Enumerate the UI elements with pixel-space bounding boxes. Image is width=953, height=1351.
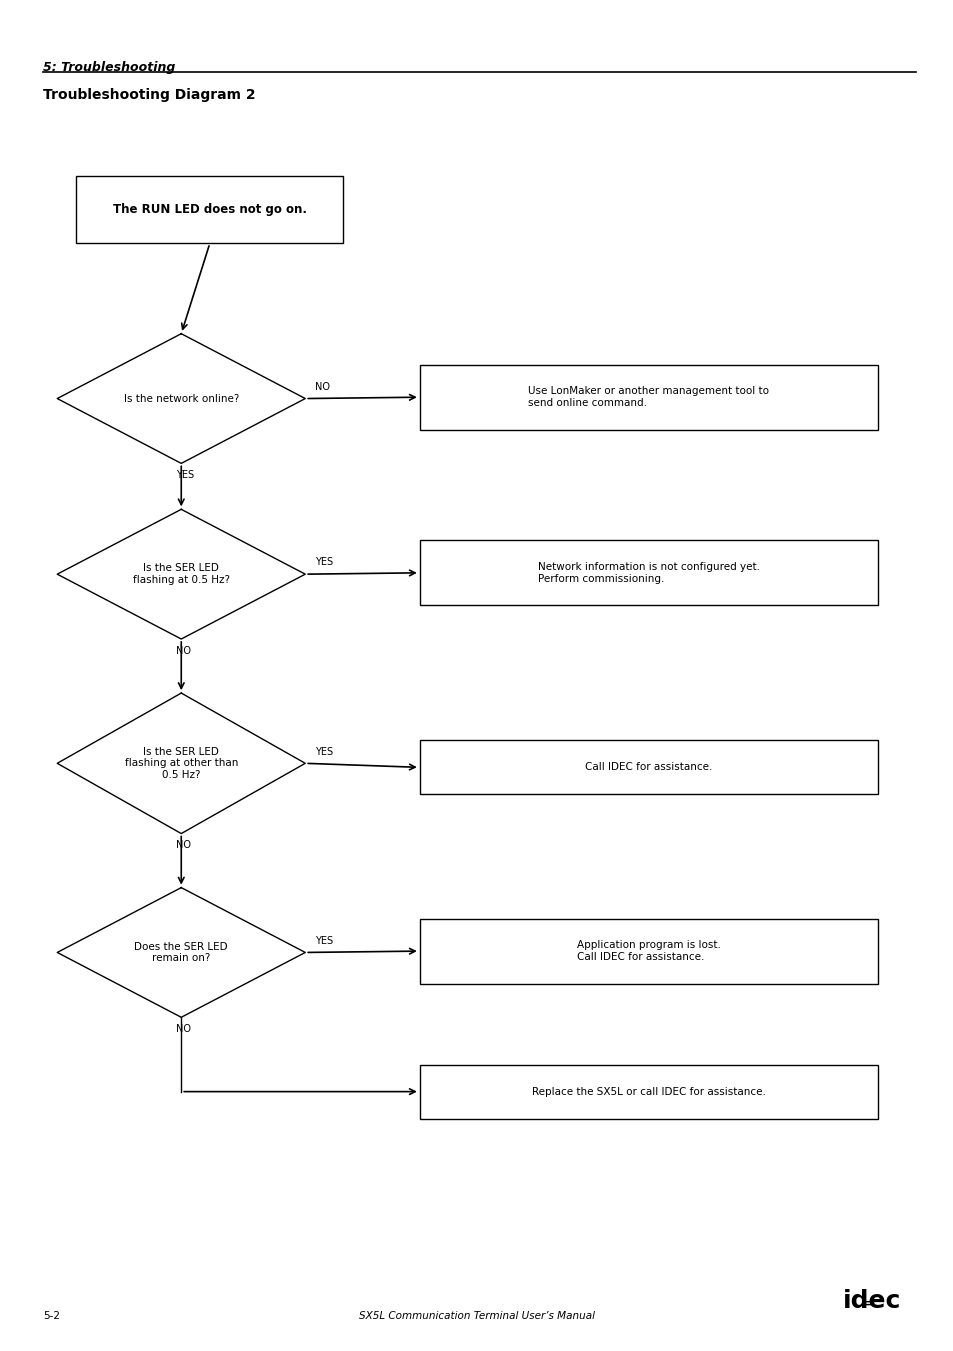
Text: The RUN LED does not go on.: The RUN LED does not go on. (112, 203, 307, 216)
Text: Use LonMaker or another management tool to
send online command.: Use LonMaker or another management tool … (528, 386, 768, 408)
Text: YES: YES (314, 936, 333, 946)
Text: 5-2: 5-2 (43, 1312, 60, 1321)
Text: Application program is lost.
Call IDEC for assistance.: Application program is lost. Call IDEC f… (577, 940, 720, 962)
Text: Is the SER LED
flashing at other than
0.5 Hz?: Is the SER LED flashing at other than 0.… (125, 747, 237, 780)
Text: Replace the SX5L or call IDEC for assistance.: Replace the SX5L or call IDEC for assist… (531, 1086, 765, 1097)
FancyBboxPatch shape (419, 740, 877, 794)
Text: SX5L Communication Terminal User’s Manual: SX5L Communication Terminal User’s Manua… (358, 1312, 595, 1321)
Text: NO: NO (176, 1024, 192, 1034)
Text: YES: YES (314, 558, 333, 567)
Text: NO: NO (176, 840, 192, 850)
Text: YES: YES (314, 747, 333, 757)
Text: Is the network online?: Is the network online? (124, 393, 238, 404)
FancyBboxPatch shape (419, 365, 877, 430)
Text: Network information is not configured yet.
Perform commissioning.: Network information is not configured ye… (537, 562, 759, 584)
Text: Is the SER LED
flashing at 0.5 Hz?: Is the SER LED flashing at 0.5 Hz? (132, 563, 230, 585)
Text: 5: Troubleshooting: 5: Troubleshooting (43, 61, 175, 74)
Text: Troubleshooting Diagram 2: Troubleshooting Diagram 2 (43, 88, 255, 101)
FancyBboxPatch shape (76, 176, 343, 243)
Text: Does the SER LED
remain on?: Does the SER LED remain on? (134, 942, 228, 963)
FancyBboxPatch shape (419, 1065, 877, 1119)
Text: Call IDEC for assistance.: Call IDEC for assistance. (584, 762, 712, 773)
FancyBboxPatch shape (419, 540, 877, 605)
FancyBboxPatch shape (419, 919, 877, 984)
Text: idec: idec (842, 1289, 901, 1313)
Text: NO: NO (176, 646, 192, 655)
Text: NO: NO (314, 382, 330, 392)
Text: ═: ═ (862, 1296, 872, 1313)
Text: YES: YES (176, 470, 194, 480)
